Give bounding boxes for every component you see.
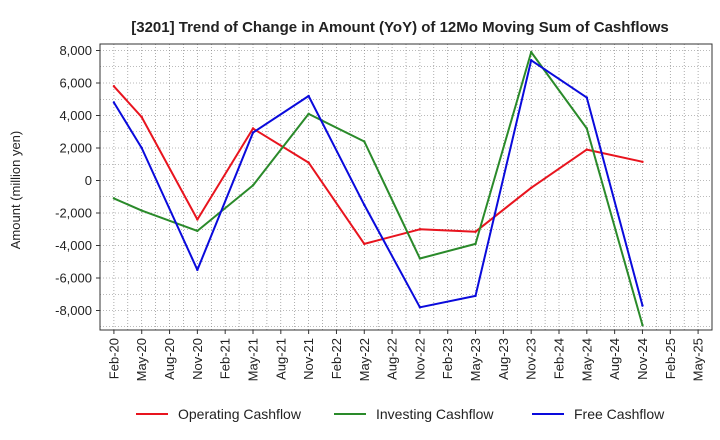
y-tick-label: -6,000 [55,271,92,286]
x-tick-label: Nov-22 [412,338,427,380]
data-point [140,146,143,150]
data-point [251,127,255,130]
data-point [196,229,199,233]
y-tick-label: -8,000 [55,303,92,318]
x-tick-label: Aug-20 [162,338,177,380]
x-tick-label: Aug-23 [496,338,511,380]
legend-label: Investing Cashflow [376,406,494,422]
x-tick-label: Aug-24 [607,338,622,380]
y-tick-label: -4,000 [55,238,92,253]
data-point [474,230,477,233]
x-tick-label: Feb-24 [552,338,567,379]
x-tick-label: Nov-20 [190,338,205,380]
data-point [585,96,589,99]
data-point [307,161,310,164]
data-point [363,203,366,207]
data-point [196,218,199,221]
chart-title: [3201] Trend of Change in Amount (YoY) o… [131,19,669,36]
plot-area: -8,000 -6,000 -4,000 -2,000 0 2,000 4,000 6,000… [55,43,713,381]
data-point [140,115,143,119]
x-tick-label: Nov-23 [524,338,539,380]
y-tick-label: 2,000 [59,141,92,156]
legend-label: Free Cashflow [574,406,665,422]
x-tick-label: May-22 [357,338,372,381]
x-tick-label: Nov-24 [635,338,650,380]
y-tick-label: 0 [85,173,92,188]
x-tick-label: Feb-22 [329,338,344,379]
data-point [641,323,644,327]
data-point [363,140,366,143]
y-tick-label: 6,000 [59,76,92,91]
x-tick-label: Aug-21 [273,338,288,380]
data-point [251,131,255,134]
data-point [307,112,310,116]
x-tick-label: May-23 [468,338,483,381]
data-point [585,127,589,130]
x-tick-label: May-25 [691,338,706,381]
data-point [363,242,366,246]
plot-frame [99,43,713,331]
data-point [529,59,533,62]
data-point [112,101,116,104]
y-tick-label: 4,000 [59,108,92,123]
x-tick-label: Feb-23 [440,338,455,379]
y-tick-label: -2,000 [55,206,92,221]
x-tick-label: Aug-22 [385,338,400,380]
data-point [641,304,644,307]
data-point [474,294,477,298]
data-point [529,50,533,54]
x-tick-label: May-24 [579,338,594,381]
data-point [418,306,422,309]
data-point [418,228,422,231]
data-point [140,209,143,212]
data-point [474,242,477,246]
y-axis-label: Amount (million yen) [8,131,23,250]
x-tick-label: Feb-21 [218,338,233,379]
x-tick-label: Feb-25 [663,338,678,379]
data-point [112,197,116,200]
data-point [529,186,533,190]
y-tick-label: 8,000 [59,43,92,58]
x-tick-label: Feb-20 [106,338,121,379]
data-point [418,257,422,260]
data-point [196,268,199,272]
data-point [307,94,310,98]
data-point [585,148,589,151]
legend: Operating Cashflow Investing Cashflow Free… [136,406,665,422]
x-tick-label: May-21 [246,338,261,381]
x-tick-label: Nov-21 [301,338,316,380]
legend-label: Operating Cashflow [178,406,302,422]
data-point [112,85,116,88]
data-point [251,184,255,187]
x-tick-label: May-20 [134,338,149,381]
data-point [641,160,644,164]
